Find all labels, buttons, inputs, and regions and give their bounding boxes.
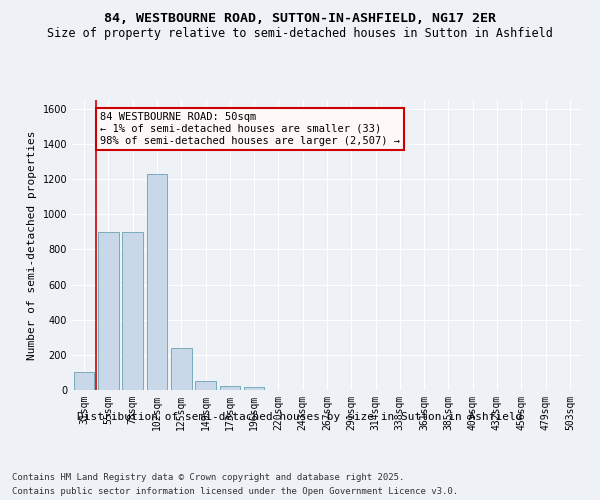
Bar [171,348,191,390]
Text: 84 WESTBOURNE ROAD: 50sqm
← 1% of semi-detached houses are smaller (33)
98% of s: 84 WESTBOURNE ROAD: 50sqm ← 1% of semi-d… [100,112,400,146]
Bar [244,388,265,390]
Text: Contains HM Land Registry data © Crown copyright and database right 2025.: Contains HM Land Registry data © Crown c… [12,472,404,482]
Y-axis label: Number of semi-detached properties: Number of semi-detached properties [27,130,37,360]
Text: 84, WESTBOURNE ROAD, SUTTON-IN-ASHFIELD, NG17 2ER: 84, WESTBOURNE ROAD, SUTTON-IN-ASHFIELD,… [104,12,496,26]
Text: Distribution of semi-detached houses by size in Sutton in Ashfield: Distribution of semi-detached houses by … [77,412,523,422]
Bar [195,381,216,390]
Bar [74,372,94,390]
Bar [122,232,143,390]
Text: Size of property relative to semi-detached houses in Sutton in Ashfield: Size of property relative to semi-detach… [47,28,553,40]
Bar [98,232,119,390]
Text: Contains public sector information licensed under the Open Government Licence v3: Contains public sector information licen… [12,488,458,496]
Bar [220,386,240,390]
Bar [146,174,167,390]
